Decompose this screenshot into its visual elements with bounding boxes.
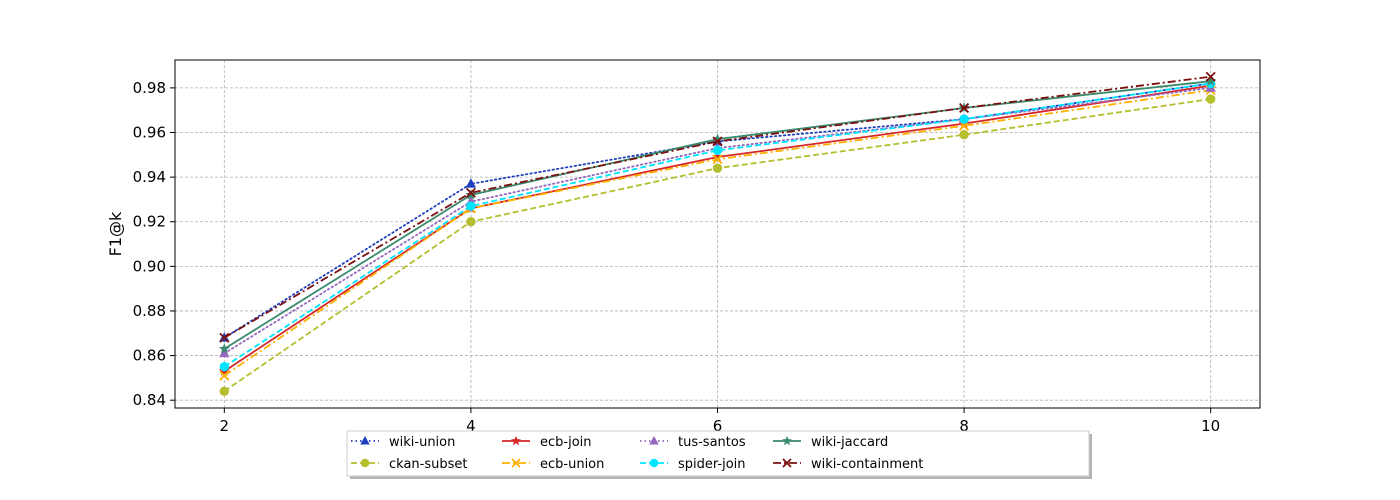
series-line xyxy=(223,75,1211,339)
series-point xyxy=(360,458,370,468)
series-point xyxy=(465,178,477,188)
series-line xyxy=(223,82,1211,368)
series-point xyxy=(649,436,659,445)
series-point xyxy=(466,217,476,227)
series-point xyxy=(959,114,969,124)
legend-label: ecb-union xyxy=(540,457,604,472)
series-point xyxy=(465,189,477,200)
legend-label: ecb-join xyxy=(540,435,592,450)
x-tick-label: 10 xyxy=(1201,417,1220,435)
axis-layer: 2 4 6 8 10 0.84 0.86 0.88 0.90 0.92 0.94 0.96 0.98 xyxy=(133,79,1221,435)
y-tick-label: 0.86 xyxy=(133,347,166,365)
series-point xyxy=(218,343,230,354)
series-point xyxy=(1206,94,1216,104)
legend-item-wiki-containment: wiki-containment xyxy=(773,457,923,472)
legend-frame xyxy=(346,430,1090,477)
series-point xyxy=(219,332,230,343)
series-point xyxy=(712,133,723,144)
series-point xyxy=(219,347,230,358)
series-wiki-containment xyxy=(219,71,1216,343)
y-tick-label: 0.90 xyxy=(133,257,166,275)
series-point xyxy=(360,436,370,445)
series-point xyxy=(712,154,723,165)
legend-item-wiki-jaccard: wiki-jaccard xyxy=(773,435,888,450)
series-point xyxy=(219,386,229,396)
y-tick-label: 0.92 xyxy=(133,213,166,231)
series-point xyxy=(511,458,521,468)
series-point xyxy=(1205,71,1216,82)
legend-item-tus-santos: tus-santos xyxy=(640,435,746,450)
series-point xyxy=(782,458,792,468)
x-tick-label: 6 xyxy=(713,417,723,435)
x-tick-label: 4 xyxy=(466,417,476,435)
legend-item-ecb-union: ecb-union xyxy=(502,457,604,472)
legend-label: wiki-containment xyxy=(811,457,923,472)
y-tick-label: 0.96 xyxy=(133,124,166,142)
legend-item-spider-join: spider-join xyxy=(640,457,746,472)
series-point xyxy=(219,370,230,381)
x-tick-label: 2 xyxy=(220,417,230,435)
legend-item-ckan-subset: ckan-subset xyxy=(351,457,467,472)
series-point xyxy=(712,151,723,162)
series-point xyxy=(649,458,659,468)
series-point xyxy=(219,362,229,372)
y-axis-label: F1@k xyxy=(106,211,125,256)
y-tick-label: 0.88 xyxy=(133,302,166,320)
series-point xyxy=(959,102,970,113)
series-point xyxy=(1205,75,1217,86)
series-point xyxy=(782,435,792,446)
legend-label: wiki-union xyxy=(389,435,455,450)
series-point xyxy=(465,187,476,198)
y-tick-label: 0.84 xyxy=(133,391,166,409)
series-point xyxy=(712,136,723,147)
grid-layer xyxy=(175,60,1260,408)
legend-label: wiki-jaccard xyxy=(811,435,888,450)
series-layer xyxy=(218,71,1217,396)
legend-label: tus-santos xyxy=(678,435,746,450)
series-line xyxy=(223,84,1211,372)
y-tick-label: 0.94 xyxy=(133,168,166,186)
legend-item-ecb-join: ecb-join xyxy=(502,435,592,450)
y-tick-label: 0.98 xyxy=(133,79,166,97)
legend-item-wiki-union: wiki-union xyxy=(351,435,455,450)
series-point xyxy=(712,163,723,173)
series-point xyxy=(466,201,476,211)
legend: wiki-union ckan-subset ecb-join ecb-union tu… xyxy=(346,430,1092,479)
x-tick-label: 8 xyxy=(959,417,969,435)
legend-label: spider-join xyxy=(678,457,746,472)
series-point xyxy=(511,435,521,446)
series-point xyxy=(712,145,723,156)
series-ckan-subset xyxy=(219,94,1216,396)
legend-label: ckan-subset xyxy=(389,457,467,472)
series-point xyxy=(959,130,969,140)
